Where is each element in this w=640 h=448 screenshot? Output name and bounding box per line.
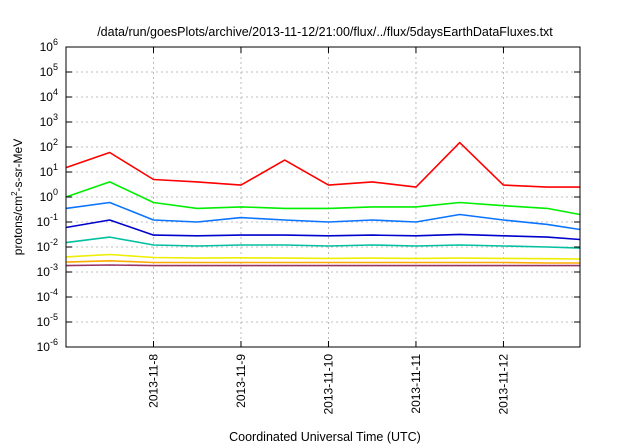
series-line-6 [65,253,581,260]
y-axis-label-sup: 2 [10,191,19,196]
chart-title: /data/run/goesPlots/archive/2013-11-12/2… [97,25,553,39]
x-tick-label: 2013-11-11 [409,354,423,414]
y-tick-label: 10-6 [37,337,58,354]
x-tick-labels: 2013-11-8 2013-11-9 2013-11-10 2013-11-11 20… [146,354,510,415]
y-tick-label: 10-4 [37,287,58,304]
y-tick-label: 101 [40,162,58,179]
y-tick-label: 103 [40,112,58,129]
series-line-5 [65,236,581,249]
x-tick-label: 2013-11-10 [321,354,335,415]
x-tick-label: 2013-11-8 [146,354,160,408]
series-line-3 [65,201,581,231]
y-tick-label: 106 [40,37,58,54]
tick-marks [66,46,580,348]
y-tick-labels: 10-6 10-5 10-4 10-3 10-2 10-1 100 101 102 103 104 1… [37,37,58,354]
y-tick-label: 10-5 [37,312,58,329]
y-tick-label: 104 [40,87,58,104]
series-line-8 [65,264,580,267]
y-tick-label: 10-3 [37,262,58,279]
x-axis-label: Coordinated Universal Time (UTC) [229,430,421,444]
series-line-2 [65,181,581,216]
y-tick-label: 105 [40,62,58,79]
series-line-1 [65,141,580,188]
y-axis-label-rest: -s-sr-MeV [11,139,25,192]
series-line-4 [65,219,581,241]
x-tick-label: 2013-11-12 [496,354,510,415]
y-tick-label: 100 [40,187,58,204]
y-tick-label: 10-1 [37,212,58,229]
y-tick-label: 10-2 [37,237,58,254]
series-line-7 [65,260,580,264]
y-tick-label: 102 [40,137,58,154]
y-axis-label-base: protons/cm [11,196,25,255]
series-layer [65,141,581,267]
x-tick-label: 2013-11-9 [234,354,248,408]
y-axis-label: protons/cm2-s-sr-MeV [10,139,25,255]
